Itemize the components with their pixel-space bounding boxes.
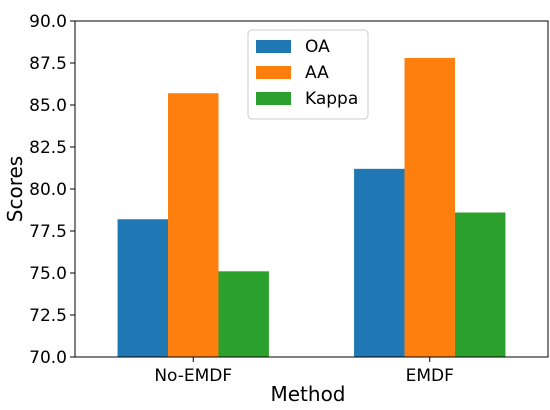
bars [117, 57, 506, 358]
y-tick-label: 72.5 [29, 306, 67, 326]
legend-label-oa: OA [305, 37, 330, 57]
legend-swatch-oa [256, 40, 291, 53]
bar-oa-emdf [354, 168, 405, 357]
bar-oa-no-emdf [117, 219, 169, 357]
legend-label-aa: AA [305, 63, 329, 83]
y-tick-label: 87.5 [29, 54, 67, 74]
plot-frame [74, 20, 549, 358]
legend-label-kappa: Kappa [305, 89, 358, 109]
y-tick-label: 70.0 [29, 348, 67, 368]
bar-kappa-no-emdf [218, 271, 269, 357]
y-tick-label: 90.0 [29, 12, 67, 32]
x-axis-title: Method [270, 382, 345, 406]
y-tick-label: 80.0 [29, 180, 67, 200]
legend: OA AA Kappa [247, 29, 369, 120]
y-tick-label: 77.5 [29, 222, 67, 242]
x-axis-ticks: No-EMDF EMDF [154, 357, 454, 386]
x-tick-label: No-EMDF [154, 366, 232, 386]
legend-swatch-kappa [256, 92, 291, 105]
legend-swatch-aa [256, 66, 291, 79]
bar-aa-emdf [404, 57, 455, 358]
y-tick-label: 75.0 [29, 264, 67, 284]
y-tick-label: 85.0 [29, 96, 67, 116]
bar-aa-no-emdf [168, 93, 219, 358]
x-tick-label: EMDF [406, 366, 454, 386]
y-tick-label: 82.5 [29, 138, 67, 158]
y-axis-title: Scores [3, 156, 27, 222]
y-axis-ticks: 70.0 72.5 75.0 77.5 80.0 82.5 85.0 87.5 90.0 [29, 12, 75, 368]
bar-kappa-emdf [454, 212, 506, 357]
